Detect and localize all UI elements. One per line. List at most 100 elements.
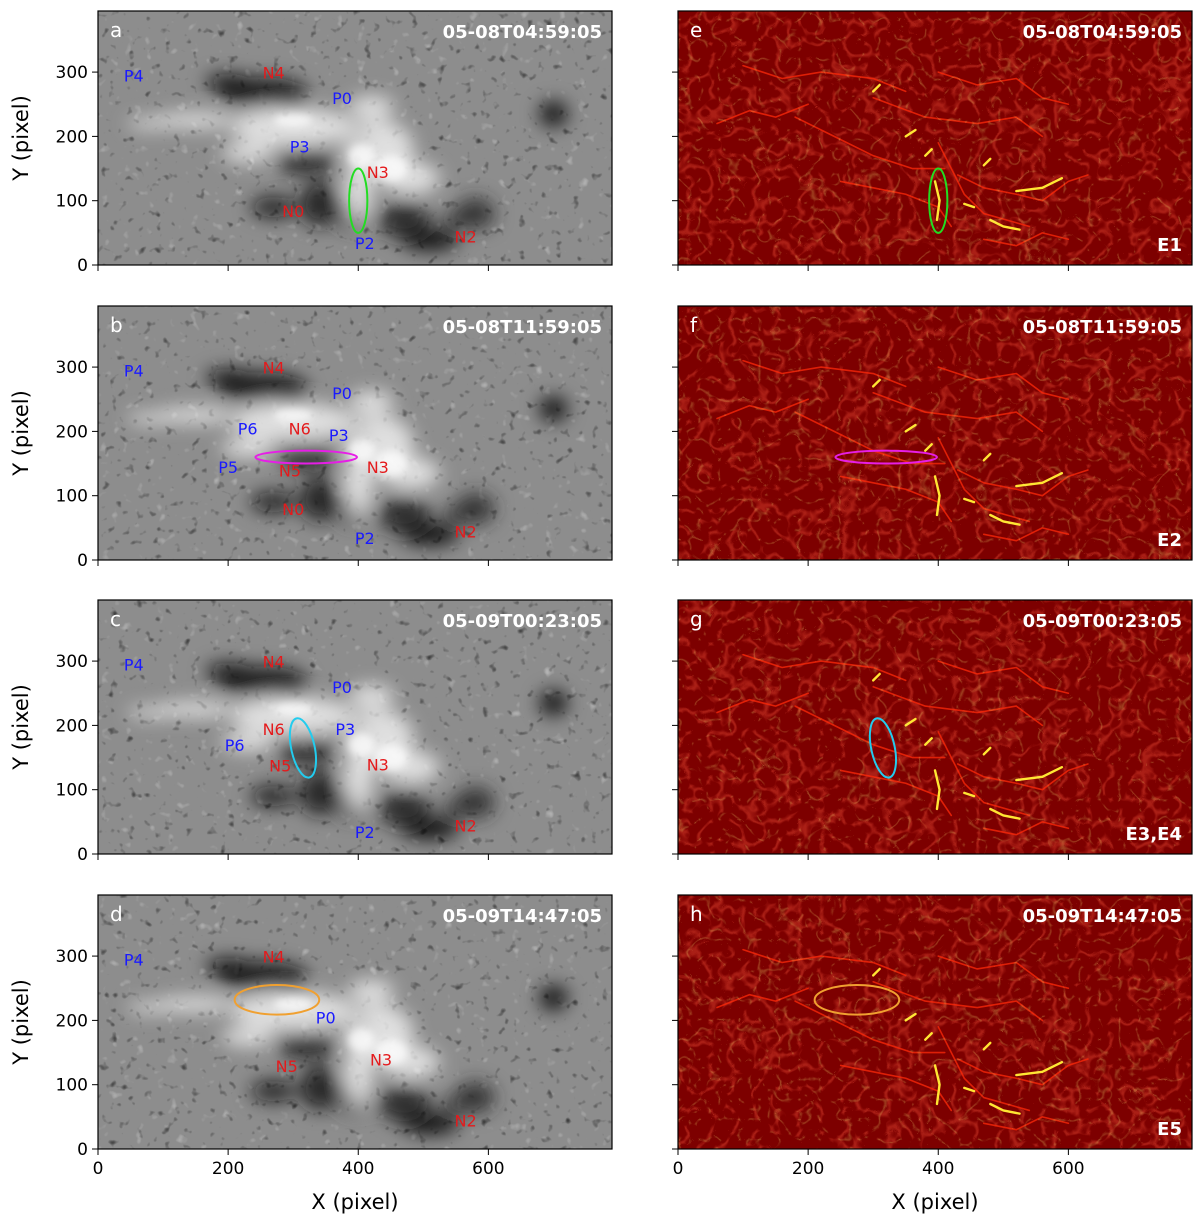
region-label: P2 xyxy=(355,529,375,548)
axes-frame xyxy=(677,599,1193,855)
region-label: P4 xyxy=(124,951,144,970)
timestamp-label: 05-09T00:23:05 xyxy=(443,611,602,632)
negative-polarity-patch xyxy=(205,663,251,679)
negative-polarity-patch xyxy=(276,738,336,764)
y-tick-label: 200 xyxy=(56,422,88,442)
negative-polarity-patch xyxy=(250,491,297,513)
y-tick-label: 200 xyxy=(56,1011,88,1031)
panel-g: g 05-09T00:23:05 E3,E4 xyxy=(672,599,1193,860)
negative-polarity-patch xyxy=(250,1080,297,1102)
y-tick-label: 200 xyxy=(56,716,88,736)
region-label: P5 xyxy=(218,458,238,477)
positive-polarity-patch xyxy=(127,1002,173,1013)
negative-polarity-patch xyxy=(276,149,336,175)
positive-polarity-patch xyxy=(348,979,395,1004)
region-label: P6 xyxy=(225,736,245,755)
region-label: N4 xyxy=(263,653,285,672)
positive-polarity-patch xyxy=(343,1049,373,1108)
positive-polarity-core xyxy=(374,1039,408,1066)
region-label: N2 xyxy=(455,227,477,246)
negative-polarity-patch xyxy=(455,492,495,525)
region-label: N6 xyxy=(263,720,285,739)
panel-h: h 05-09T14:47:05 E5 0 200 400 600 X (pixel) xyxy=(672,894,1193,1214)
positive-polarity-patch xyxy=(156,407,235,424)
event-label: E3,E4 xyxy=(1126,824,1182,845)
positive-polarity-core xyxy=(374,450,408,477)
panel-f: f 05-08T11:59:05 E2 xyxy=(672,305,1193,566)
event-label: E1 xyxy=(1157,235,1182,256)
axes-frame xyxy=(97,305,613,561)
region-ellipse xyxy=(348,167,369,234)
positive-polarity-patch xyxy=(348,95,395,120)
positive-polarity-patch xyxy=(156,112,235,129)
positive-polarity-patch xyxy=(127,707,173,718)
negative-polarity-patch xyxy=(299,1065,339,1111)
negative-polarity-patch xyxy=(377,496,430,533)
panel-b: P4 N4 P0 P6 N6 P3 P5 N5 N3 N0 P2 N2 b 05-08T11:59:05 0… xyxy=(9,305,613,571)
positive-polarity-patch xyxy=(348,684,395,709)
positive-polarity-patch xyxy=(221,437,274,458)
event-label: E2 xyxy=(1157,530,1182,551)
timestamp-label: 05-08T04:59:05 xyxy=(443,22,602,43)
panel-d: P4 N4 P0 N5 N3 N2 d 05-09T14:47:05 0 200 400 600 0 10… xyxy=(9,894,613,1214)
negative-polarity-patch xyxy=(205,958,251,974)
positive-polarity-core xyxy=(273,702,313,716)
y-tick-label: 100 xyxy=(56,1076,88,1096)
panel-letter: b xyxy=(110,313,123,337)
event-label: E5 xyxy=(1157,1119,1182,1140)
y-tick-label: 0 xyxy=(77,1140,88,1160)
region-label: P3 xyxy=(335,720,355,739)
timestamp-label: 05-09T14:47:05 xyxy=(1023,906,1182,927)
negative-polarity-patch xyxy=(455,786,495,819)
axes-frame xyxy=(97,599,613,855)
negative-polarity-patch xyxy=(299,770,339,816)
negative-polarity-patch xyxy=(377,1085,430,1122)
timestamp-label: 05-09T00:23:05 xyxy=(1023,611,1182,632)
region-label: N4 xyxy=(263,948,285,967)
positive-polarity-core xyxy=(273,997,313,1011)
region-label: P2 xyxy=(355,823,375,842)
x-axis-label: X (pixel) xyxy=(311,1190,398,1214)
positive-polarity-patch xyxy=(127,118,173,129)
negative-polarity-patch xyxy=(276,976,310,995)
axes-frame xyxy=(677,894,1193,1150)
energy-image xyxy=(678,306,1192,560)
negative-polarity-patch xyxy=(539,101,568,127)
positive-polarity-patch xyxy=(221,731,274,752)
positive-polarity-patch xyxy=(221,142,274,163)
y-axis-label: Y (pixel) xyxy=(9,95,33,182)
y-tick-label: 100 xyxy=(56,487,88,507)
region-label: N5 xyxy=(276,1057,298,1076)
region-label: N5 xyxy=(269,757,291,776)
y-tick-label: 300 xyxy=(56,652,88,672)
y-tick-label: 100 xyxy=(56,192,88,212)
negative-polarity-patch xyxy=(377,790,430,827)
x-tick-label: 600 xyxy=(1052,1159,1084,1179)
y-tick-label: 100 xyxy=(56,781,88,801)
y-tick-label: 300 xyxy=(56,63,88,83)
region-label: N2 xyxy=(455,522,477,541)
negative-polarity-patch xyxy=(455,1081,495,1114)
timestamp-label: 05-08T04:59:05 xyxy=(1023,22,1182,43)
axes-frame xyxy=(97,894,613,1150)
positive-polarity-patch xyxy=(156,996,235,1013)
positive-polarity-patch xyxy=(221,1026,274,1047)
positive-polarity-patch xyxy=(156,701,235,718)
panel-letter: d xyxy=(110,902,123,926)
positive-polarity-core xyxy=(273,113,313,127)
region-label: N0 xyxy=(282,202,304,221)
panel-letter: a xyxy=(110,18,122,42)
negative-polarity-patch xyxy=(539,985,568,1011)
magnetogram-image xyxy=(98,895,612,1149)
region-label: P2 xyxy=(355,234,375,253)
negative-polarity-patch xyxy=(205,369,251,385)
region-label: N3 xyxy=(367,755,389,774)
panel-letter: f xyxy=(690,313,698,337)
negative-polarity-patch xyxy=(539,396,568,422)
timestamp-label: 05-09T14:47:05 xyxy=(443,906,602,927)
region-ellipse xyxy=(868,717,898,779)
region-label: N2 xyxy=(455,816,477,835)
axes-frame xyxy=(677,305,1193,561)
panel-letter: e xyxy=(690,18,702,42)
x-tick-label: 400 xyxy=(342,1159,374,1179)
